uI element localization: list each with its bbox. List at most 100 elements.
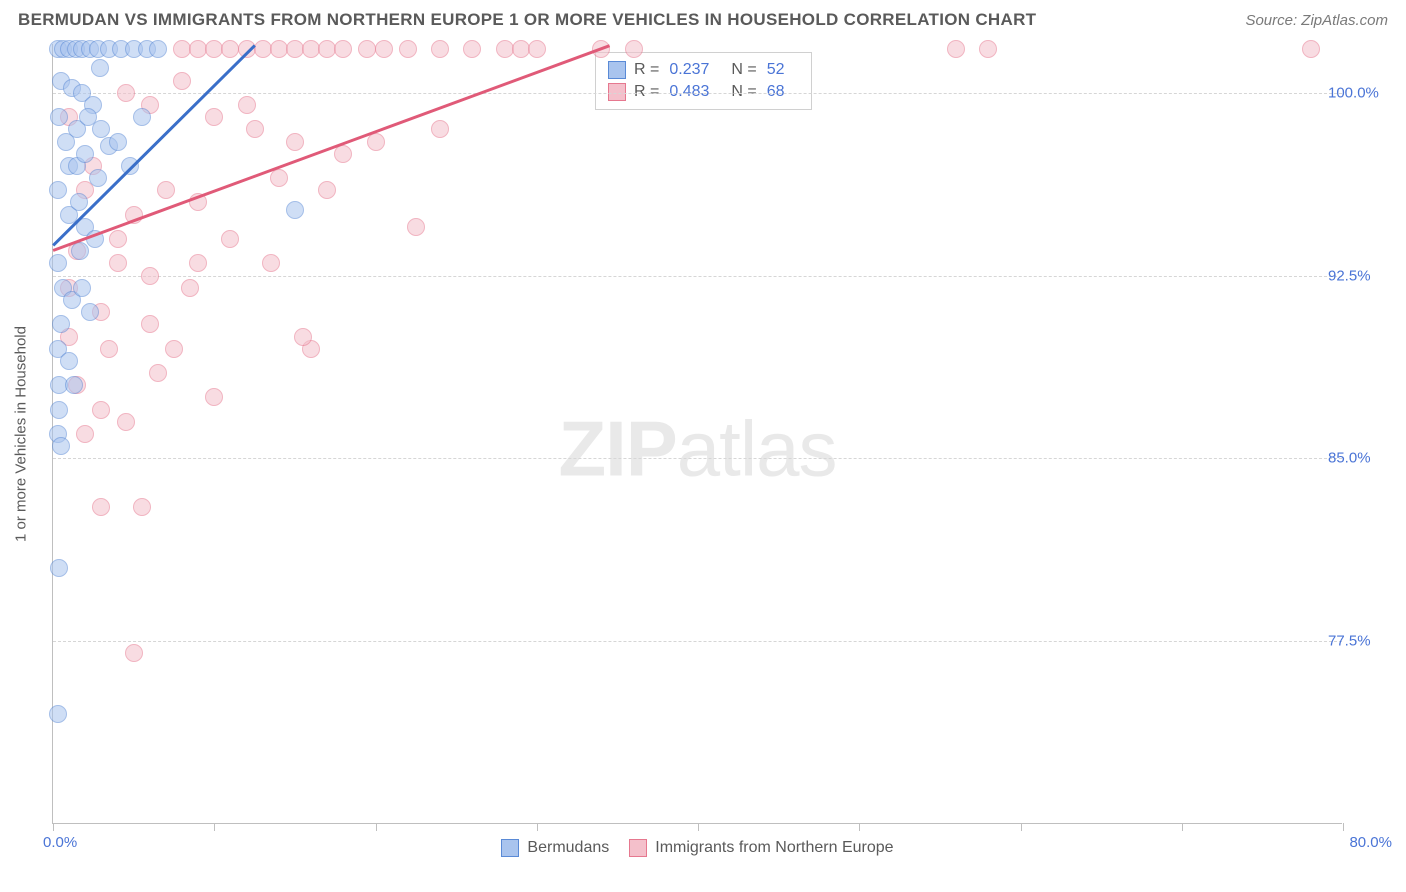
scatter-point — [117, 413, 135, 431]
scatter-point — [133, 498, 151, 516]
scatter-point — [141, 267, 159, 285]
y-tick-label: 85.0% — [1328, 450, 1388, 467]
scatter-point — [125, 644, 143, 662]
scatter-point — [286, 201, 304, 219]
scatter-point — [109, 254, 127, 272]
scatter-point — [407, 218, 425, 236]
scatter-point — [286, 133, 304, 151]
scatter-point — [205, 388, 223, 406]
x-tick — [1343, 823, 1344, 831]
x-tick — [1182, 823, 1183, 831]
scatter-point — [318, 181, 336, 199]
scatter-point — [528, 40, 546, 58]
trend-line — [53, 44, 610, 251]
scatter-point — [141, 315, 159, 333]
scatter-point — [89, 169, 107, 187]
scatter-point — [76, 145, 94, 163]
scatter-point — [50, 559, 68, 577]
x-tick — [53, 823, 54, 831]
scatter-point — [73, 279, 91, 297]
series-legend-label: Immigrants from Northern Europe — [655, 839, 893, 857]
scatter-point — [262, 254, 280, 272]
scatter-point — [81, 303, 99, 321]
scatter-point — [165, 340, 183, 358]
scatter-point — [71, 242, 89, 260]
chart-title: BERMUDAN VS IMMIGRANTS FROM NORTHERN EUR… — [18, 10, 1036, 30]
scatter-point — [91, 59, 109, 77]
legend-swatch-icon — [608, 61, 626, 79]
scatter-point — [49, 181, 67, 199]
scatter-point — [92, 401, 110, 419]
x-tick — [214, 823, 215, 831]
legend-r-value: 0.237 — [669, 61, 709, 79]
scatter-point — [70, 193, 88, 211]
scatter-point — [79, 108, 97, 126]
scatter-point — [60, 352, 78, 370]
scatter-point — [157, 181, 175, 199]
legend-r-label: R = — [634, 61, 659, 79]
scatter-point — [50, 108, 68, 126]
scatter-point — [133, 108, 151, 126]
legend-swatch-icon — [629, 839, 647, 857]
scatter-point — [334, 145, 352, 163]
scatter-point — [334, 40, 352, 58]
chart-source: Source: ZipAtlas.com — [1245, 12, 1388, 29]
x-tick — [376, 823, 377, 831]
scatter-point — [189, 254, 207, 272]
y-tick-label: 100.0% — [1328, 84, 1388, 101]
legend-n-label: N = — [731, 61, 756, 79]
scatter-point — [57, 133, 75, 151]
chart-header: BERMUDAN VS IMMIGRANTS FROM NORTHERN EUR… — [0, 0, 1406, 36]
scatter-point — [270, 169, 288, 187]
series-legend: Bermudans Immigrants from Northern Europ… — [53, 839, 1342, 857]
y-axis-label: 1 or more Vehicles in Household — [13, 326, 30, 542]
correlation-legend: R = 0.237 N = 52 R = 0.483 N = 68 — [595, 52, 812, 110]
scatter-point — [431, 40, 449, 58]
plot-wrap: ZIPatlas 1 or more Vehicles in Household… — [52, 44, 1390, 824]
scatter-point — [149, 364, 167, 382]
scatter-point — [399, 40, 417, 58]
x-tick — [1021, 823, 1022, 831]
scatter-point — [52, 315, 70, 333]
scatter-point — [49, 254, 67, 272]
scatter-point — [50, 401, 68, 419]
x-axis-max-label: 80.0% — [1349, 834, 1392, 851]
scatter-point — [625, 40, 643, 58]
scatter-point — [52, 437, 70, 455]
correlation-legend-row: R = 0.237 N = 52 — [608, 59, 799, 81]
series-legend-item: Immigrants from Northern Europe — [629, 839, 893, 857]
scatter-point — [65, 376, 83, 394]
scatter-point — [149, 40, 167, 58]
scatter-point — [431, 120, 449, 138]
gridline — [53, 641, 1342, 642]
scatter-point — [76, 425, 94, 443]
watermark-zip: ZIP — [558, 405, 676, 493]
scatter-point — [1302, 40, 1320, 58]
series-legend-item: Bermudans — [501, 839, 609, 857]
scatter-point — [109, 230, 127, 248]
scatter-point — [181, 279, 199, 297]
scatter-point — [238, 96, 256, 114]
scatter-point — [246, 120, 264, 138]
watermark-atlas: atlas — [677, 405, 837, 493]
x-tick — [698, 823, 699, 831]
legend-n-value: 52 — [767, 61, 785, 79]
scatter-point — [117, 84, 135, 102]
gridline — [53, 458, 1342, 459]
scatter-point — [947, 40, 965, 58]
scatter-point — [294, 328, 312, 346]
series-legend-label: Bermudans — [527, 839, 609, 857]
scatter-point — [173, 72, 191, 90]
scatter-point — [100, 340, 118, 358]
scatter-point — [463, 40, 481, 58]
scatter-point — [979, 40, 997, 58]
legend-swatch-icon — [501, 839, 519, 857]
x-tick — [859, 823, 860, 831]
scatter-point — [375, 40, 393, 58]
scatter-point — [221, 230, 239, 248]
gridline — [53, 276, 1342, 277]
scatter-point — [109, 133, 127, 151]
plot-area: ZIPatlas 1 or more Vehicles in Household… — [52, 44, 1342, 824]
scatter-point — [92, 498, 110, 516]
scatter-point — [49, 705, 67, 723]
